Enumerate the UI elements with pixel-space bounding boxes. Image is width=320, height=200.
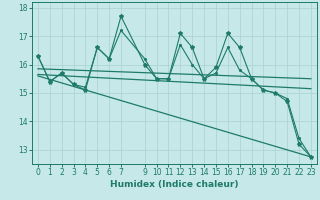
X-axis label: Humidex (Indice chaleur): Humidex (Indice chaleur) [110,180,239,189]
